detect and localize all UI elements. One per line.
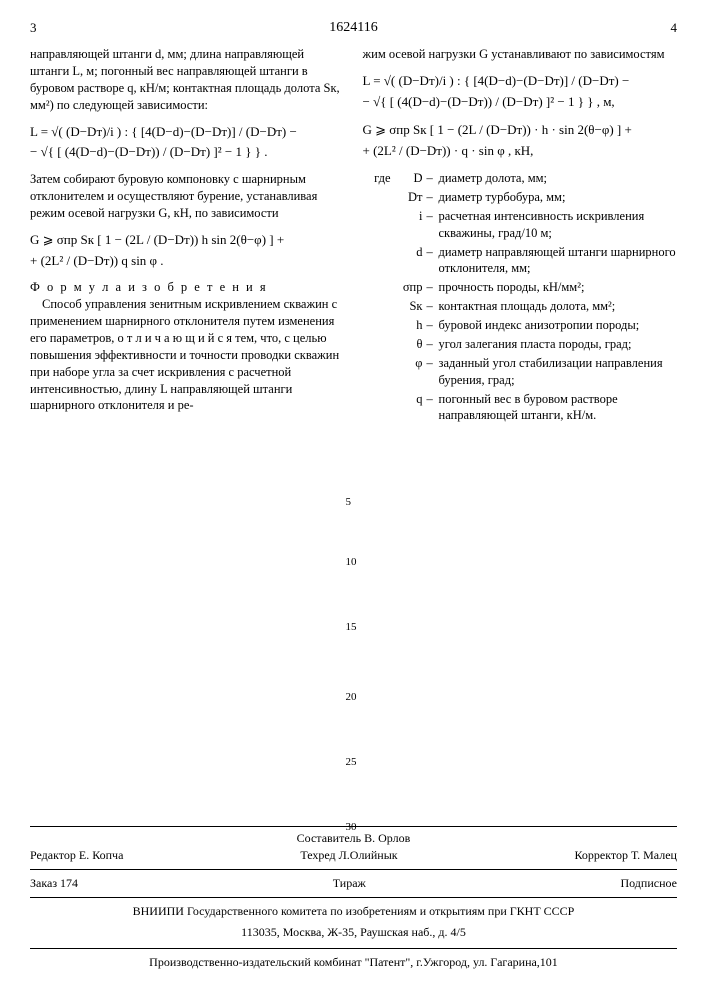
formula-line: + (2L² / (D−Dт)) q sin φ . xyxy=(30,251,345,272)
def-symbol: i xyxy=(395,208,427,242)
def-text: диаметр турбобура, мм; xyxy=(439,189,678,206)
def-dash: – xyxy=(427,336,439,353)
page-number-left: 3 xyxy=(30,20,60,36)
def-row: θ–угол залегания пласта породы, град; xyxy=(363,336,678,353)
def-row: q–погонный вес в буровом растворе направ… xyxy=(363,391,678,425)
def-symbol: D xyxy=(395,170,427,187)
def-symbol: q xyxy=(395,391,427,425)
def-symbol: σпр xyxy=(395,279,427,296)
def-dash: – xyxy=(427,279,439,296)
formula-L-right: L = √( (D−Dт)/i ) : { [4(D−d)−(D−Dт)] / … xyxy=(363,71,678,113)
def-row: d–диаметр направляющей штанги шарнирного… xyxy=(363,244,678,278)
editor: Редактор Е. Копча xyxy=(30,848,123,863)
def-symbol: Dт xyxy=(395,189,427,206)
def-symbol: h xyxy=(395,317,427,334)
page-number-right: 4 xyxy=(647,20,677,36)
publisher-org: ВНИИПИ Государственного комитета по изоб… xyxy=(30,904,677,919)
header: 3 1624116 4 xyxy=(30,20,677,36)
line-marker: 15 xyxy=(346,621,357,633)
def-symbol: Sк xyxy=(395,298,427,315)
compiler-line: Составитель В. Орлов xyxy=(30,831,677,846)
def-symbol: d xyxy=(395,244,427,278)
def-text: заданный угол стабилизации направления б… xyxy=(439,355,678,389)
def-text: погонный вес в буровом растворе направля… xyxy=(439,391,678,425)
line-marker: 10 xyxy=(346,556,357,568)
formula-L-left: L = √( (D−Dт)/i ) : { [4(D−d)−(D−Dт)] / … xyxy=(30,122,345,164)
def-row: φ–заданный угол стабилизации направления… xyxy=(363,355,678,389)
def-text: прочность породы, кН/мм²; xyxy=(439,279,678,296)
right-intro-text: жим осевой нагрузки G устанавливают по з… xyxy=(363,46,678,63)
left-intro-text: направляющей штанги d, мм; длина направл… xyxy=(30,46,345,114)
def-dash: – xyxy=(427,298,439,315)
line-marker: 20 xyxy=(346,691,357,703)
order-number: Заказ 174 xyxy=(30,876,78,891)
def-text: диаметр долота, мм; xyxy=(439,170,678,187)
circulation: Тираж xyxy=(333,876,366,891)
formula-line: + (2L² / (D−Dт)) · q · sin φ , кН, xyxy=(363,141,678,162)
def-text: угол залегания пласта породы, град; xyxy=(439,336,678,353)
def-row: σпр–прочность породы, кН/мм²; xyxy=(363,279,678,296)
formula-line: L = √( (D−Dт)/i ) : { [4(D−d)−(D−Dт)] / … xyxy=(30,122,345,143)
def-row: Dт–диаметр турбобура, мм; xyxy=(363,189,678,206)
def-text: контактная площадь долота, мм²; xyxy=(439,298,678,315)
def-symbol: φ xyxy=(395,355,427,389)
claim-body: Способ управления зенитным искривлением … xyxy=(30,296,345,414)
def-dash: – xyxy=(427,189,439,206)
formula-line: − √{ [ (4(D−d)−(D−Dт)) / (D−Dт) ]² − 1 }… xyxy=(30,142,345,163)
formula-G-right: G ⩾ σпр Sк [ 1 − (2L / (D−Dт)) · h · sin… xyxy=(363,120,678,162)
def-dash: – xyxy=(427,244,439,278)
def-dash: – xyxy=(427,317,439,334)
def-text: диаметр направляющей штанги шарнирного о… xyxy=(439,244,678,278)
def-text: буровой индекс анизотропии породы; xyxy=(439,317,678,334)
def-row: h–буровой индекс анизотропии породы; xyxy=(363,317,678,334)
document-number: 1624116 xyxy=(60,20,647,36)
def-lead: где xyxy=(363,170,395,187)
def-row: i–расчетная интенсивность искривления ск… xyxy=(363,208,678,242)
def-row: Sк–контактная площадь долота, мм²; xyxy=(363,298,678,315)
publisher-addr: 113035, Москва, Ж-35, Раушская наб., д. … xyxy=(30,925,677,940)
tech-editor: Техред Л.Олийнык xyxy=(300,848,397,863)
subscription: Подписное xyxy=(620,876,677,891)
footer-block: Составитель В. Орлов Редактор Е. Копча Т… xyxy=(30,822,677,940)
def-dash: – xyxy=(427,208,439,242)
left-column: направляющей штанги d, мм; длина направл… xyxy=(30,46,345,426)
line-marker: 5 xyxy=(346,496,352,508)
definitions-list: где D – диаметр долота, мм; Dт–диаметр т… xyxy=(363,170,678,424)
formula-line: G ⩾ σпр Sк [ 1 − (2L / (D−Dт)) h sin 2(θ… xyxy=(30,230,345,251)
def-row: где D – диаметр долота, мм; xyxy=(363,170,678,187)
right-column: жим осевой нагрузки G устанавливают по з… xyxy=(363,46,678,426)
formula-G-left: G ⩾ σпр Sк [ 1 − (2L / (D−Dт)) h sin 2(θ… xyxy=(30,230,345,272)
def-dash: – xyxy=(427,355,439,389)
formula-line: − √{ [ (4(D−d)−(D−Dт)) / (D−Dт) ]² − 1 }… xyxy=(363,92,678,113)
def-text: расчетная интенсивность искривления сква… xyxy=(439,208,678,242)
def-dash: – xyxy=(427,391,439,425)
line-marker: 25 xyxy=(346,756,357,768)
left-para-2: Затем собирают буровую компоновку с шарн… xyxy=(30,171,345,222)
corrector: Корректор Т. Малец xyxy=(575,848,677,863)
claim-title: Ф о р м у л а и з о б р е т е н и я xyxy=(30,279,345,296)
def-dash: – xyxy=(427,170,439,187)
def-symbol: θ xyxy=(395,336,427,353)
printer-line: Производственно-издательский комбинат "П… xyxy=(30,948,677,970)
formula-line: L = √( (D−Dт)/i ) : { [4(D−d)−(D−Dт)] / … xyxy=(363,71,678,92)
formula-line: G ⩾ σпр Sк [ 1 − (2L / (D−Dт)) · h · sin… xyxy=(363,120,678,141)
